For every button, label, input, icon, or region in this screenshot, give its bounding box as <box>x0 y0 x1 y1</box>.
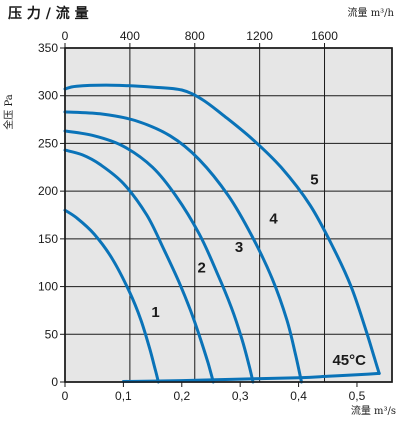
curve-4 <box>63 110 303 384</box>
y-tick-label: 250 <box>38 136 58 150</box>
curve-2 <box>63 148 215 384</box>
y-tick-label: 350 <box>38 41 58 55</box>
x2-tick-label: 800 <box>185 29 205 43</box>
curve-1 <box>63 208 160 384</box>
curve-label: 3 <box>235 239 243 256</box>
x2-axis-label: 流量 m³/h <box>348 6 395 19</box>
y-tick-label: 0 <box>51 375 58 389</box>
curve-5 <box>63 83 381 375</box>
plot-frame <box>64 47 393 383</box>
temperature-label: 45°C <box>332 352 366 369</box>
plot-background <box>64 47 393 383</box>
y-tick-label: 50 <box>45 327 59 341</box>
chart-title: 压 力 / 流 量 <box>8 5 89 22</box>
x-tick-label: 0 <box>62 389 69 403</box>
y-axis-label: 全压 Pa <box>2 94 15 129</box>
x-axis-label: 流量 m³/s <box>351 404 396 417</box>
x2-tick-label: 1600 <box>311 29 338 43</box>
curve-3 <box>63 129 255 384</box>
x2-tick-label: 0 <box>62 29 69 43</box>
axes-layer: 0 400 800 1200 1600 0 50 100 150 200 250 300 350 0 0,1… <box>38 29 393 403</box>
x2-tick-label: 400 <box>120 29 140 43</box>
y-tick-label: 150 <box>38 232 58 246</box>
x2-tick-label: 1200 <box>246 29 273 43</box>
curve-label: 2 <box>198 259 206 276</box>
series-layer <box>63 83 381 384</box>
x-tick-label: 0,5 <box>349 389 366 403</box>
curve-label: 5 <box>310 171 318 188</box>
curve-label: 1 <box>151 304 159 321</box>
x-tick-label: 0,2 <box>173 389 190 403</box>
curve-label: 4 <box>269 211 278 228</box>
y-tick-label: 300 <box>38 89 58 103</box>
y-tick-label: 100 <box>38 280 58 294</box>
grid-lines <box>65 48 392 382</box>
curve-labels: 1 2 3 4 5 45°C <box>151 171 366 368</box>
x-tick-label: 0,4 <box>290 389 307 403</box>
x-tick-label: 0,3 <box>232 389 249 403</box>
curve-45C <box>121 371 381 383</box>
y-tick-label: 200 <box>38 184 58 198</box>
x-tick-label: 0,1 <box>115 389 132 403</box>
